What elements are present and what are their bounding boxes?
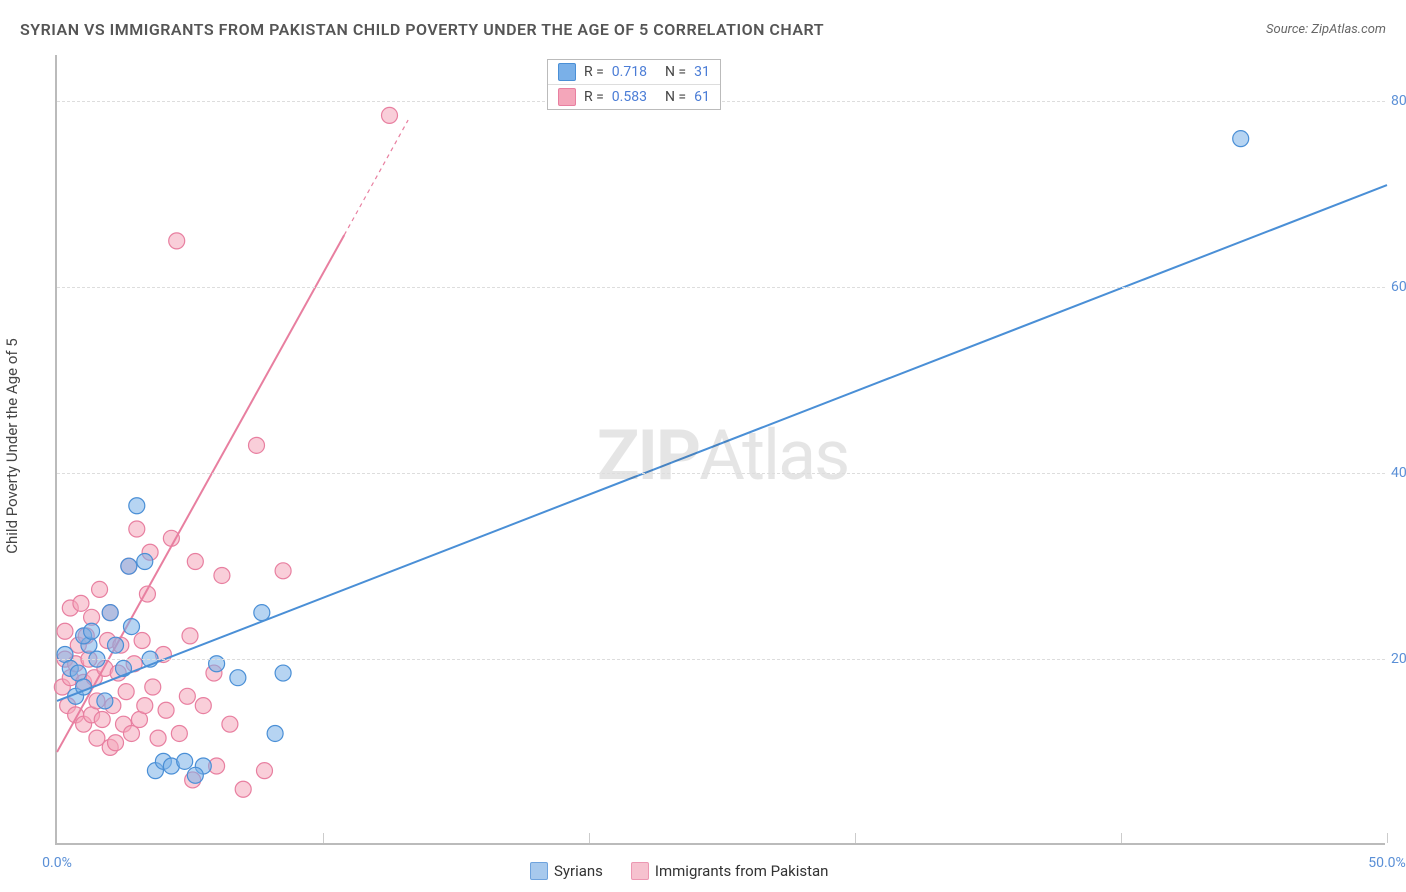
scatter-point (254, 605, 270, 621)
scatter-point (134, 633, 150, 649)
scatter-point (94, 712, 110, 728)
scatter-point (145, 679, 161, 695)
y-tick-label: 40.0% (1391, 465, 1406, 481)
legend-row: R = 0.718 N = 31 (548, 60, 720, 85)
x-tick-mark (323, 833, 324, 843)
r-label: R = (584, 89, 604, 105)
scatter-point (187, 554, 203, 570)
legend-item: Syrians (530, 862, 603, 880)
scatter-point (179, 688, 195, 704)
correlation-legend: R = 0.718 N = 31 R = 0.583 N = 61 (547, 59, 721, 110)
y-tick-label: 20.0% (1391, 651, 1406, 667)
x-tick-mark (1387, 833, 1388, 843)
scatter-point (275, 665, 291, 681)
scatter-point (118, 684, 134, 700)
n-label: N = (665, 64, 686, 80)
scatter-point (214, 567, 230, 583)
r-value: 0.718 (612, 64, 647, 80)
scatter-point (235, 781, 251, 797)
x-tick-label: 0.0% (42, 855, 72, 871)
scatter-point (1233, 131, 1249, 147)
x-tick-mark (589, 833, 590, 843)
scatter-point (171, 725, 187, 741)
gridline (57, 659, 1385, 660)
legend-swatch (530, 862, 548, 880)
scatter-point (195, 698, 211, 714)
scatter-point (382, 107, 398, 123)
y-axis-label: Child Poverty Under the Age of 5 (3, 338, 21, 554)
y-tick-label: 60.0% (1391, 279, 1406, 295)
scatter-point (222, 716, 238, 732)
scatter-point (84, 623, 100, 639)
scatter-point (169, 233, 185, 249)
scatter-point (108, 735, 124, 751)
gridline (57, 473, 1385, 474)
legend-swatch (558, 63, 576, 81)
source-label: Source: ZipAtlas.com (1266, 22, 1386, 37)
scatter-point (123, 725, 139, 741)
scatter-svg (57, 55, 1385, 843)
legend-row: R = 0.583 N = 61 (548, 85, 720, 109)
legend-label: Immigrants from Pakistan (655, 862, 829, 880)
scatter-point (121, 558, 137, 574)
scatter-point (108, 637, 124, 653)
x-tick-mark (1121, 833, 1122, 843)
scatter-point (158, 702, 174, 718)
scatter-point (129, 521, 145, 537)
gridline (57, 287, 1385, 288)
scatter-point (137, 698, 153, 714)
legend-swatch (631, 862, 649, 880)
scatter-point (92, 581, 108, 597)
scatter-point (102, 605, 118, 621)
series-legend: Syrians Immigrants from Pakistan (530, 862, 828, 880)
scatter-point (97, 693, 113, 709)
plot-area: ZIPAtlas 20.0%40.0%60.0%80.0% 0.0%50.0% … (55, 55, 1385, 845)
scatter-point (129, 498, 145, 514)
gridline (57, 101, 1385, 102)
scatter-point (187, 767, 203, 783)
n-value: 31 (694, 64, 710, 80)
scatter-point (177, 753, 193, 769)
scatter-point (123, 619, 139, 635)
scatter-point (267, 725, 283, 741)
legend-swatch (558, 88, 576, 106)
scatter-point (249, 437, 265, 453)
scatter-point (137, 554, 153, 570)
r-label: R = (584, 64, 604, 80)
scatter-point (150, 730, 166, 746)
chart-title: SYRIAN VS IMMIGRANTS FROM PAKISTAN CHILD… (20, 20, 824, 39)
n-value: 61 (694, 89, 710, 105)
legend-item: Immigrants from Pakistan (631, 862, 829, 880)
scatter-point (256, 763, 272, 779)
legend-label: Syrians (554, 862, 603, 880)
scatter-point (275, 563, 291, 579)
scatter-point (163, 530, 179, 546)
y-tick-label: 80.0% (1391, 93, 1406, 109)
r-value: 0.583 (612, 89, 647, 105)
scatter-point (73, 595, 89, 611)
x-tick-mark (855, 833, 856, 843)
scatter-point (230, 670, 246, 686)
scatter-point (57, 623, 73, 639)
scatter-point (182, 628, 198, 644)
trend-line-dashed (344, 120, 408, 235)
trend-line (57, 235, 344, 752)
x-tick-label: 50.0% (1368, 855, 1406, 871)
n-label: N = (665, 89, 686, 105)
